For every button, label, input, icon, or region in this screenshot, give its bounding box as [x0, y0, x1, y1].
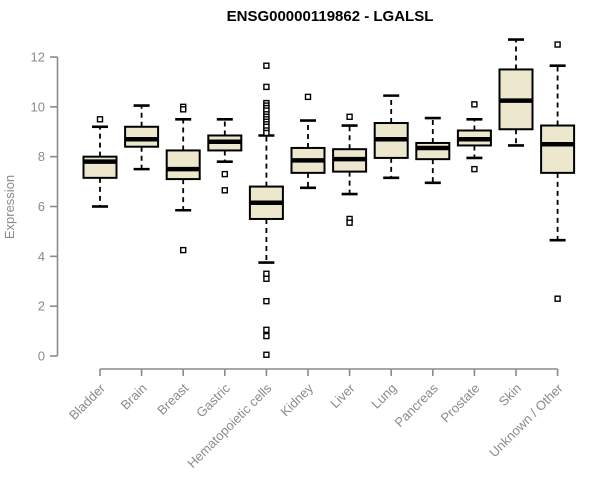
iqr-box [124, 125, 160, 148]
x-category-label: Skin [496, 381, 524, 409]
outlier-point [263, 332, 270, 340]
y-tick-label: 0 [38, 349, 45, 364]
outlier-point [471, 165, 478, 173]
y-axis-title: Expression [2, 175, 17, 239]
boxplot-hematopoietic-cells [248, 62, 284, 358]
outlier-point [263, 326, 270, 334]
outlier-point [263, 297, 270, 305]
chart-title: ENSG00000119862 - LGALSL [227, 8, 434, 25]
x-category-label: Gastric [193, 380, 233, 420]
boxplot-bladder [82, 116, 118, 208]
boxplot-brain [124, 104, 160, 171]
y-tick-label: 10 [31, 99, 45, 114]
boxplot-skin [498, 38, 534, 147]
x-category-label: Pancreas [391, 380, 441, 430]
boxplot-lung [373, 94, 409, 180]
outlier-point [346, 219, 353, 226]
outlier-point [221, 170, 229, 178]
x-category-label: Brain [118, 381, 150, 413]
x-category-label: Lung [368, 381, 399, 412]
y-tick-label: 8 [38, 149, 45, 164]
boxplot-kidney [290, 93, 326, 190]
y-tick-label: 12 [31, 50, 45, 65]
y-tick-label: 2 [38, 299, 45, 314]
outlier-point [221, 187, 229, 194]
y-tick-label: 4 [38, 249, 45, 264]
outlier-point [263, 275, 270, 282]
box-series [82, 38, 576, 358]
outlier-point [554, 41, 561, 48]
x-category-label: Liver [327, 380, 358, 411]
boxplot-gastric [207, 117, 243, 194]
outlier-point [179, 246, 187, 254]
boxplot-prostate [456, 101, 492, 173]
outlier-point [263, 351, 270, 358]
outlier-point [263, 129, 270, 137]
outlier-point [471, 101, 478, 108]
outlier-point [346, 113, 353, 121]
iqr-box [415, 141, 451, 161]
outlier-point [96, 116, 104, 123]
boxplot-liver [332, 113, 368, 226]
outlier-point [304, 93, 312, 101]
outlier-point [263, 83, 270, 91]
x-category-label: Kidney [277, 380, 316, 419]
boxplot-pancreas [415, 116, 451, 185]
x-category-label: Prostate [438, 381, 483, 426]
boxplot-unknown-other [540, 41, 576, 302]
x-category-label: Breast [154, 380, 191, 417]
outlier-point [554, 295, 561, 302]
outlier-point [263, 270, 270, 277]
outlier-point [263, 62, 270, 69]
iqr-box [540, 124, 576, 174]
x-category-label: Bladder [66, 380, 109, 423]
boxplot-breast [165, 103, 201, 254]
y-tick-label: 6 [38, 199, 45, 214]
iqr-box [165, 149, 201, 181]
outlier-point [179, 106, 187, 113]
x-category-label: Unknown / Other [486, 380, 566, 460]
